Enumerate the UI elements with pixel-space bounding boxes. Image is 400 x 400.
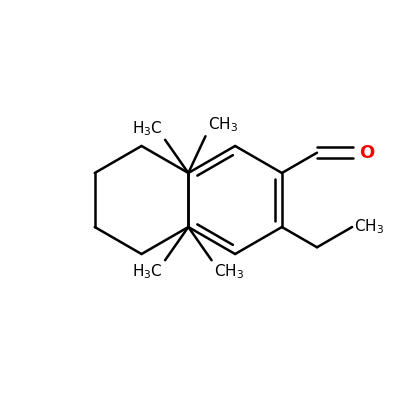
Text: H$_3$C: H$_3$C — [132, 119, 163, 138]
Text: CH$_3$: CH$_3$ — [208, 115, 238, 134]
Text: H$_3$C: H$_3$C — [132, 262, 163, 281]
Text: CH$_3$: CH$_3$ — [214, 262, 244, 281]
Text: O: O — [359, 144, 374, 162]
Text: CH$_3$: CH$_3$ — [354, 218, 384, 236]
